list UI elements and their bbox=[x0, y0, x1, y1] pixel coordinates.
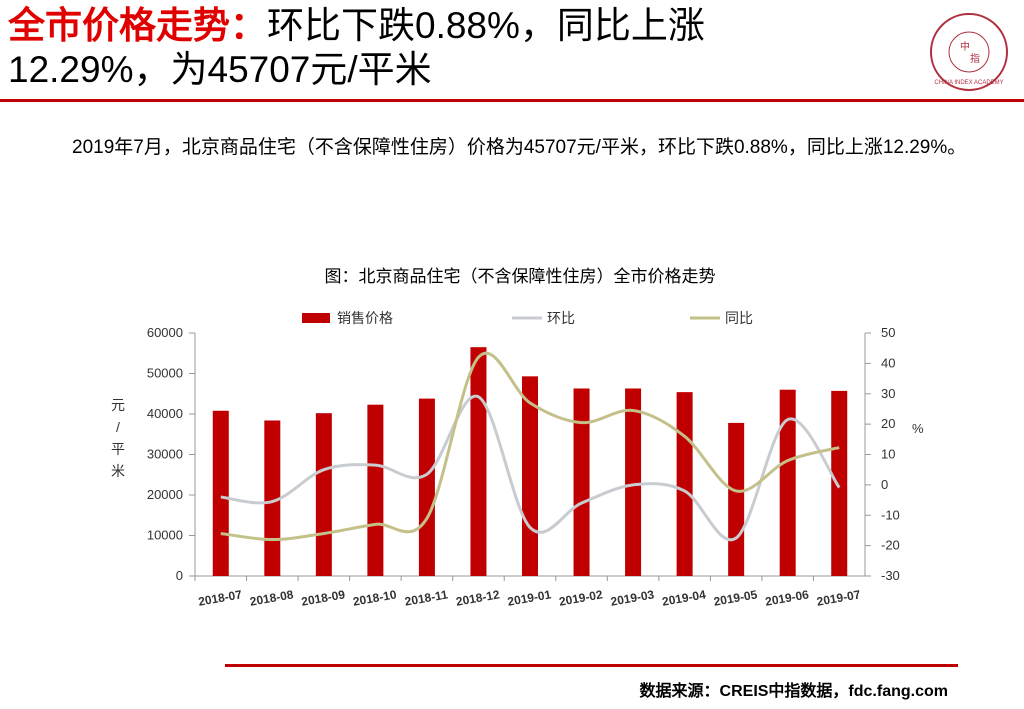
x-tick-label: 2019-01 bbox=[506, 587, 552, 608]
y-tick-label: 50000 bbox=[147, 366, 183, 381]
source: 数据来源：CREIS中指数据，fdc.fang.com bbox=[639, 683, 948, 700]
bar bbox=[573, 388, 590, 576]
y2-tick-label: 50 bbox=[881, 325, 895, 340]
bar bbox=[367, 404, 384, 576]
x-tick-label: 2019-02 bbox=[558, 587, 604, 608]
bar bbox=[470, 347, 487, 576]
chart: 图：北京商品住宅（不含保障性住房）全市价格走势 0 10000 20000 30000… bbox=[111, 267, 924, 609]
y-tick-label: 0 bbox=[176, 568, 183, 583]
x-tick-label: 2019-05 bbox=[713, 587, 759, 608]
logo-inner bbox=[948, 31, 990, 73]
y-tick-label: 10000 bbox=[147, 528, 183, 543]
y-tick-label: 20000 bbox=[147, 487, 183, 502]
chart-title: 图：北京商品住宅（不含保障性住房）全市价格走势 bbox=[325, 267, 716, 286]
legend-swatch bbox=[302, 313, 330, 323]
bar bbox=[831, 390, 848, 576]
x-tick-label: 2019-04 bbox=[661, 587, 707, 608]
y2-tick-label: 40 bbox=[881, 355, 895, 370]
x-tick-label: 2019-07 bbox=[816, 587, 862, 608]
line bbox=[220, 394, 841, 542]
bar bbox=[522, 376, 538, 576]
x-tick-label: 2019-06 bbox=[764, 587, 810, 608]
y2-axis-label: % bbox=[912, 421, 924, 436]
y2-tick-label: -10 bbox=[881, 507, 900, 522]
header-line: 环比下跌0.88%，同比上涨 bbox=[267, 5, 705, 46]
line bbox=[220, 351, 840, 542]
y-tick-label: 40000 bbox=[147, 406, 183, 421]
paragraph: 2019年7月，北京商品住宅（不含保障性住房）价格为45707元/平米，环比下跌… bbox=[72, 137, 967, 158]
bar bbox=[779, 389, 796, 576]
bar bbox=[728, 422, 745, 576]
legend-label: 销售价格 bbox=[337, 310, 393, 326]
y2-tick-label: 10 bbox=[881, 447, 895, 462]
logo-ring-text: CHINA INDEX ACADEMY bbox=[934, 80, 1003, 86]
header-label: 全市价格走势： bbox=[8, 5, 267, 46]
y2-tick-label: 20 bbox=[881, 416, 895, 431]
y2-tick-label: 30 bbox=[881, 386, 895, 401]
y-tick-label: 60000 bbox=[147, 325, 183, 340]
x-tick-label: 2019-03 bbox=[609, 587, 655, 608]
bar bbox=[676, 392, 693, 576]
y2-tick-label: -30 bbox=[881, 568, 900, 583]
bar bbox=[264, 420, 281, 576]
bar bbox=[418, 398, 435, 576]
x-tick-label: 2018-08 bbox=[249, 587, 295, 608]
y2-tick-label: 0 bbox=[881, 477, 888, 492]
y-axis-label-char: 米 bbox=[111, 463, 125, 479]
bar bbox=[625, 388, 642, 576]
header: 全市价格走势：环比下跌0.88%，同比上涨 12.29%，为45707元/平米 bbox=[8, 4, 705, 92]
x-tick-label: 2018-10 bbox=[352, 587, 398, 608]
y-axis-label-char: 平 bbox=[111, 441, 125, 457]
logo-center: 中 bbox=[960, 40, 970, 53]
footer-rule bbox=[225, 664, 958, 667]
header-line: 12.29%，为45707元/平米 bbox=[8, 49, 432, 90]
bar bbox=[212, 410, 229, 576]
legend-label: 同比 bbox=[725, 310, 753, 326]
y-axis-label: 元 / 平米 bbox=[111, 397, 125, 479]
bar bbox=[315, 413, 332, 576]
logo-center: 指 bbox=[970, 52, 980, 65]
logo: CHINA INDEX ACADEMY 中 指 bbox=[930, 13, 1008, 91]
x-tick-label: 2018-09 bbox=[300, 587, 346, 608]
x-tick-label: 2018-12 bbox=[455, 587, 501, 608]
logo-ring bbox=[930, 13, 1008, 91]
x-tick-label: 2018-11 bbox=[404, 587, 449, 608]
header-rule bbox=[0, 99, 1024, 102]
y-axis-label-char: 元 bbox=[111, 397, 125, 413]
y-tick-label: 30000 bbox=[147, 447, 183, 462]
y-axis-label-char: / bbox=[116, 419, 120, 435]
legend-label: 环比 bbox=[547, 310, 575, 326]
x-tick-label: 2018-07 bbox=[197, 587, 243, 608]
y2-tick-label: -20 bbox=[881, 538, 900, 553]
